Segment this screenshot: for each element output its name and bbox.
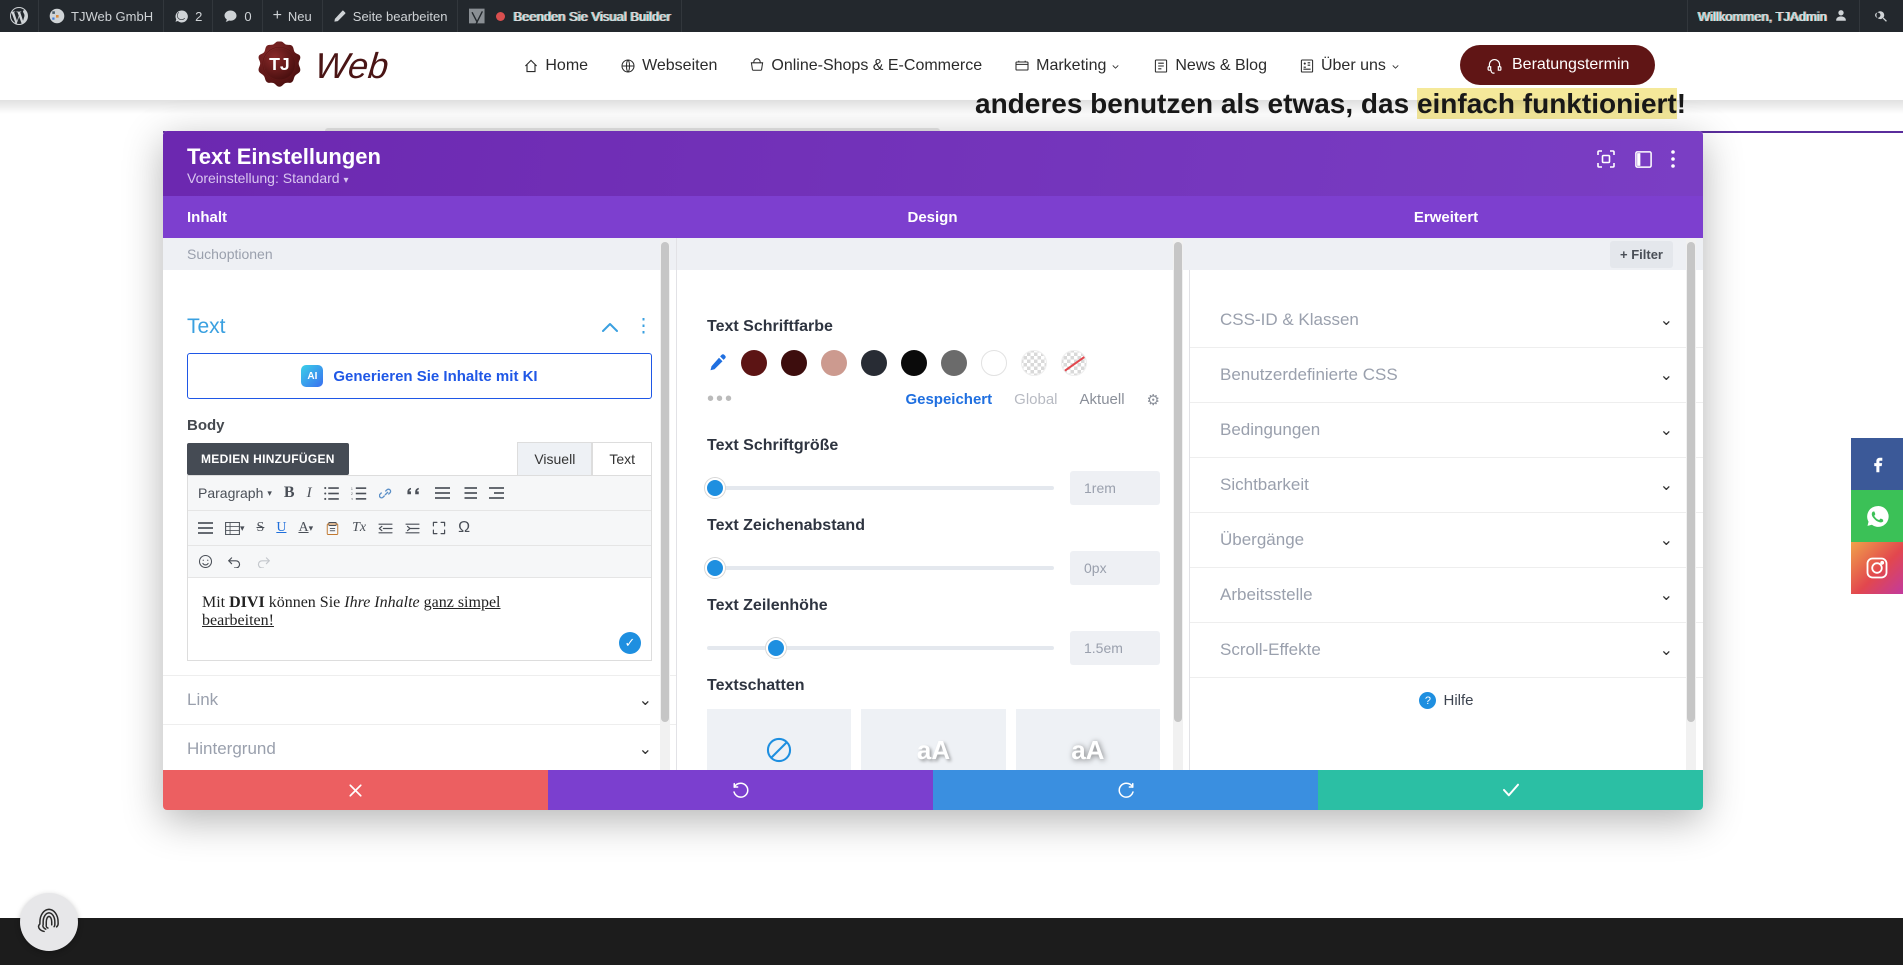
svg-text:1: 1 — [351, 487, 353, 491]
svg-text:3: 3 — [351, 497, 353, 500]
svg-text:TJ: TJ — [269, 54, 290, 74]
svg-text:2: 2 — [351, 492, 353, 496]
